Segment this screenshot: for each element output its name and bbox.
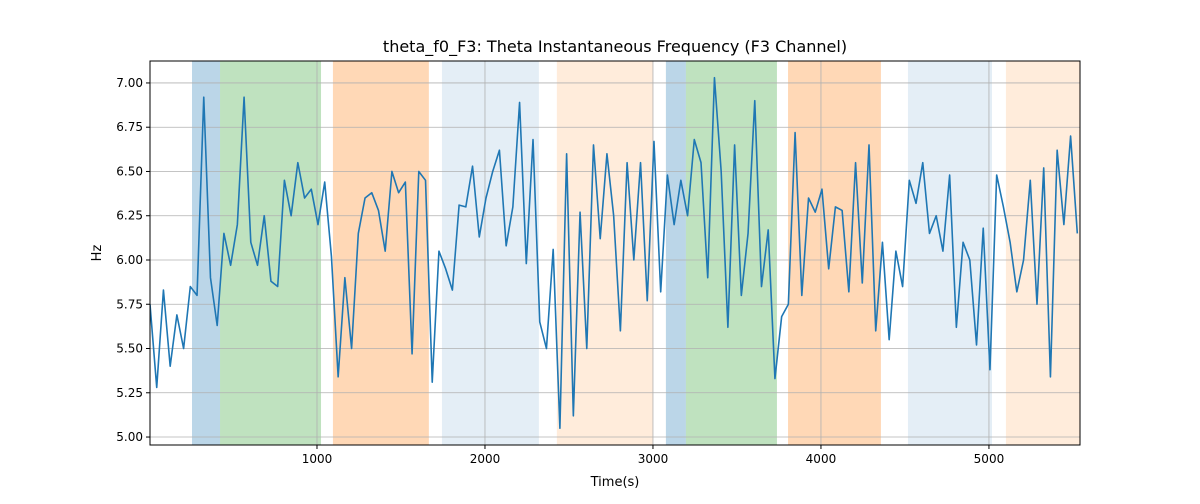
shaded-span [907,61,992,445]
shaded-span [665,61,686,445]
shaded-span [556,61,653,445]
shaded-span [788,61,881,445]
y-axis-label: Hz [90,245,105,262]
shaded-span [191,61,221,445]
shaded-span [332,61,429,445]
x-tick-label: 5000 [974,452,1005,466]
y-tick-label: 5.00 [116,430,143,444]
shaded-span [441,61,539,445]
x-tick-label: 4000 [806,452,837,466]
shaded-span [220,61,322,445]
x-tick-label: 1000 [302,452,333,466]
x-tick-label: 3000 [638,452,669,466]
y-tick-label: 7.00 [116,76,143,90]
x-axis-label: Time(s) [590,475,640,490]
x-tick-label: 2000 [470,452,501,466]
chart-title: theta_f0_F3: Theta Instantaneous Frequen… [383,37,847,57]
plot-frame [149,60,1081,446]
y-tick-label: 5.50 [116,342,143,356]
y-tick-label: 6.25 [116,209,143,223]
shaded-span [1005,61,1080,445]
y-tick-label: 5.75 [116,297,143,311]
y-tick-label: 6.75 [116,120,143,134]
y-tick-label: 6.50 [116,164,143,178]
y-tick-label: 5.25 [116,386,143,400]
data-line [150,76,1079,429]
y-tick-label: 6.00 [116,253,143,267]
